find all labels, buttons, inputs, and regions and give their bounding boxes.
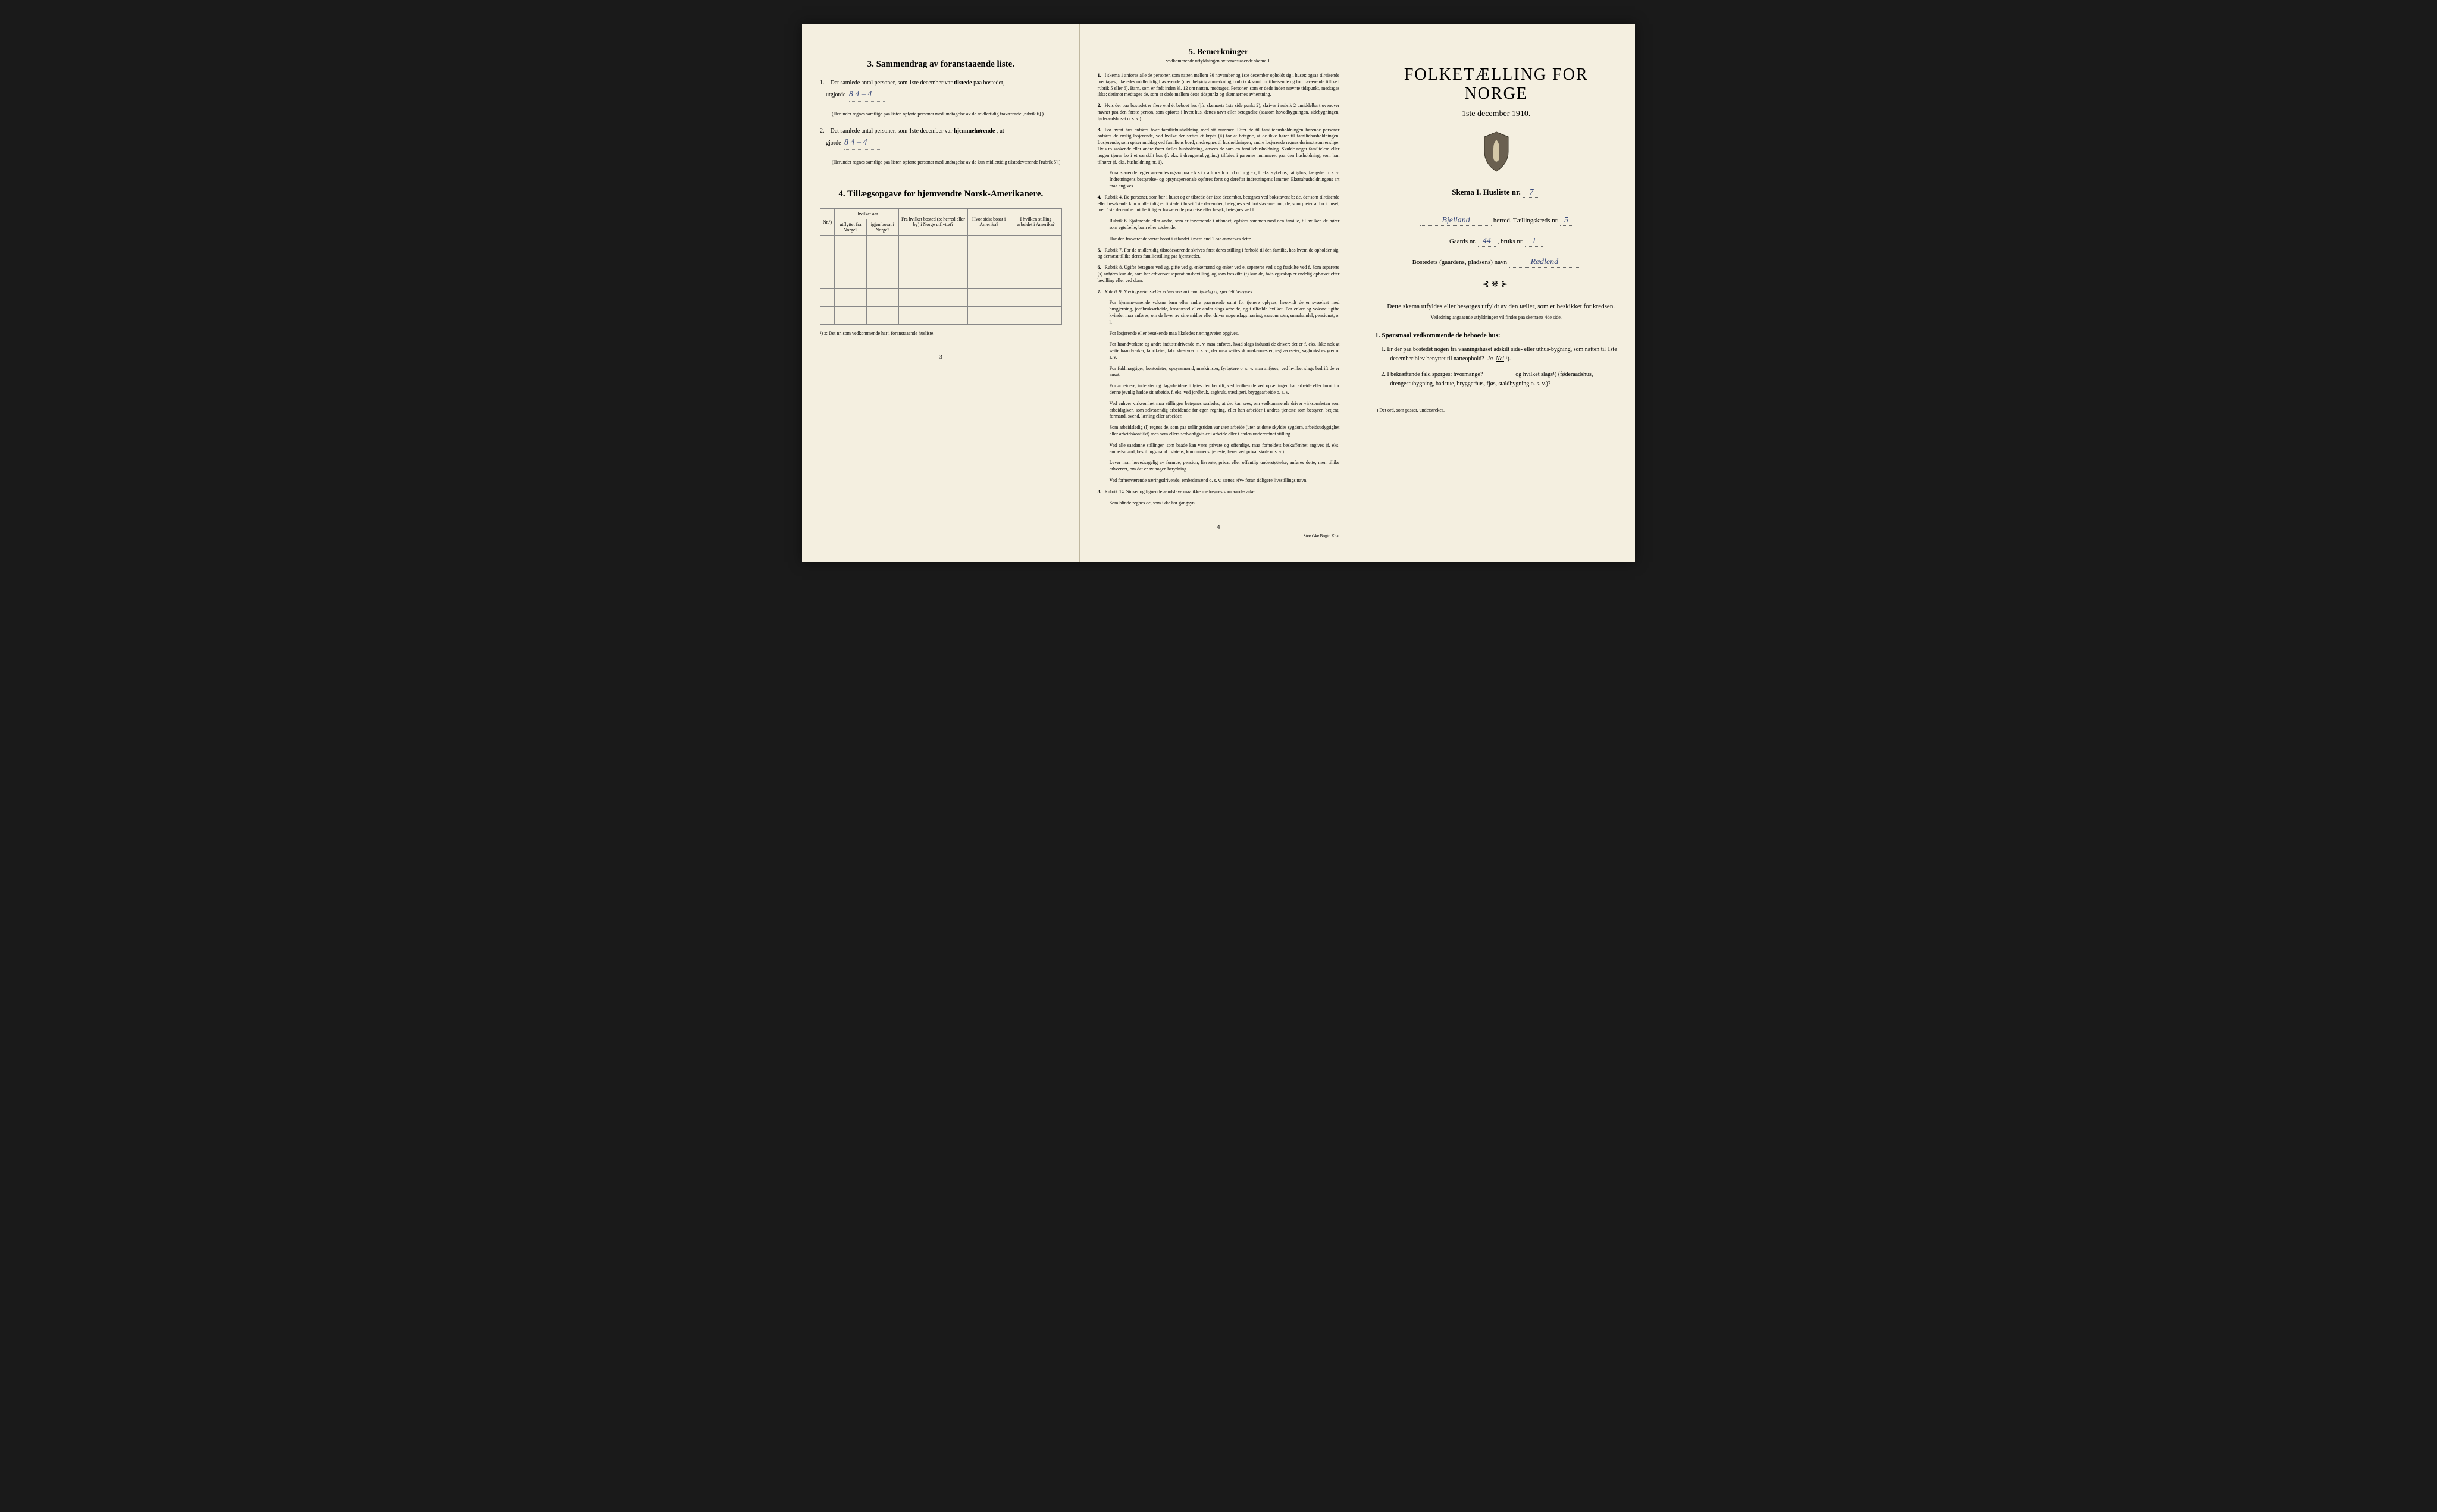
kreds-nr: 5 [1564, 216, 1568, 225]
gaards-label: Gaards nr. [1449, 238, 1476, 245]
amerikaner-table: Nr.¹) I hvilket aar Fra hvilket bosted (… [820, 208, 1062, 325]
main-title: FOLKETÆLLING FOR NORGE [1375, 65, 1617, 103]
herred-line: Bjelland herred. Tællingskreds nr. 5 [1375, 216, 1617, 226]
intro-text: Dette skema utfyldes eller besørges utfy… [1375, 302, 1617, 312]
col-igjen: igjen bosat i Norge? [866, 219, 898, 236]
intro-note: Veiledning angaaende utfyldningen vil fi… [1375, 315, 1617, 320]
publisher: Steen'ske Bogtr. Kr.a. [1098, 534, 1340, 538]
instruction-7e: For fuldmægtiger, kontorister, opsynsmæn… [1110, 366, 1340, 379]
col-fra-hvilket: Fra hvilket bosted (ɔ: herred eller by) … [898, 209, 967, 236]
col-hvor-sidst: Hvor sidst bosat i Amerika? [968, 209, 1010, 236]
instruction-3b: Foranstaaende regler anvendes ogsaa paa … [1110, 170, 1340, 189]
table-row [820, 236, 1062, 253]
item1-value: 8 4 – 4 [849, 90, 872, 99]
item2: 2. Det samlede antal personer, som 1ste … [820, 127, 1062, 150]
instruction-7f: For arbeidere, inderster og dagarbeidere… [1110, 383, 1340, 396]
bosted-label: Bostedets (gaardens, pladsens) navn [1412, 259, 1507, 266]
herred-value: Bjelland [1442, 216, 1470, 225]
item2-post: , ut- [997, 128, 1006, 134]
utgjorde2: gjorde [826, 140, 841, 146]
instruction-5: 5.Rubrik 7. For de midlertidig tilstedev… [1098, 247, 1340, 261]
item1-post: paa bostedet, [973, 80, 1004, 86]
instruction-7j: Lever man hovedsagelig av formue, pensio… [1110, 460, 1340, 473]
instruction-6: 6.Rubrik 8. Ugifte betegnes ved ug, gift… [1098, 265, 1340, 284]
col-utflyttet: utflyttet fra Norge? [835, 219, 867, 236]
gaards-nr: 44 [1483, 237, 1491, 246]
section5-title: 5. Bemerkninger [1098, 48, 1340, 57]
gaards-line: Gaards nr. 44 , bruks nr. 1 [1375, 237, 1617, 247]
item1: 1. Det samlede antal personer, som 1ste … [820, 79, 1062, 102]
panel-middle: 5. Bemerkninger vedkommende utfyldningen… [1080, 24, 1358, 562]
question-heading: 1. Spørsmaal vedkommende de beboede hus: [1375, 332, 1617, 339]
question-2: 2. I bekræftende fald spørges: hvormange… [1390, 370, 1617, 389]
item1-num: 1. [820, 79, 829, 88]
table-row [820, 289, 1062, 307]
item1-note: (Herunder regnes samtlige paa listen opf… [832, 111, 1062, 117]
page-number-4: 4 [1098, 524, 1340, 531]
section3-title: 3. Sammendrag av foranstaaende liste. [820, 59, 1062, 70]
instruction-7d: For haandverkere og andre industridriven… [1110, 341, 1340, 360]
table-row [820, 307, 1062, 325]
instruction-7b: For hjemmeværende voksne barn eller andr… [1110, 300, 1340, 325]
table-row [820, 253, 1062, 271]
table4-footnote: ¹) ɔ: Det nr. som vedkommende har i fora… [820, 331, 1062, 336]
panel3-footnote: ¹) Det ord, som passer, understrekes. [1375, 407, 1617, 413]
q1-ja: Ja [1487, 356, 1493, 362]
bruks-label: , bruks nr. [1498, 238, 1524, 245]
instruction-3a: 3.For hvert hus anføres hver familiehush… [1098, 127, 1340, 166]
item2-num: 2. [820, 127, 829, 136]
col-stilling: I hvilken stilling arbeidet i Amerika? [1010, 209, 1061, 236]
instruction-7c: For losjerende eller besøkende maa likel… [1110, 331, 1340, 337]
item2-value: 8 4 – 4 [844, 138, 867, 147]
skema-line: Skema I. Husliste nr. 7 [1375, 187, 1617, 198]
instruction-4b: Rubrik 6. Sjøfarende eller andre, som er… [1110, 218, 1340, 231]
instruction-2: 2.Hvis der paa bostedet er flere end ét … [1098, 103, 1340, 122]
item1-bold: tilstede [954, 80, 972, 86]
census-document: 3. Sammendrag av foranstaaende liste. 1.… [802, 24, 1635, 562]
panel-right: FOLKETÆLLING FOR NORGE 1ste december 191… [1357, 24, 1635, 562]
item2-bold: hjemmehørende [954, 128, 995, 134]
bosted-line: Bostedets (gaardens, pladsens) navn Rødl… [1375, 258, 1617, 268]
section4-title: 4. Tillægsopgave for hjemvendte Norsk-Am… [820, 189, 1062, 199]
item2-note: (Herunder regnes samtlige paa listen opf… [832, 159, 1062, 165]
utgjorde1: utgjorde [826, 92, 845, 98]
instruction-4: 4.Rubrik 4. De personer, som bor i huset… [1098, 195, 1340, 214]
skema-nr: 7 [1530, 188, 1534, 197]
ornament-icon: ⊰❋⊱ [1375, 280, 1617, 290]
instruction-1: 1.I skema 1 anføres alle de personer, so… [1098, 73, 1340, 98]
herred-label: herred. Tællingskreds nr. [1493, 217, 1559, 224]
instruction-7a: 7.Rubrik 9. Næringsveiens eller erhverve… [1098, 289, 1340, 296]
census-date: 1ste december 1910. [1375, 109, 1617, 119]
instruction-7i: Ved alle saadanne stillinger, som baade … [1110, 443, 1340, 456]
instruction-8b: Som blinde regnes de, som ikke har gangs… [1110, 500, 1340, 507]
col-nr: Nr.¹) [820, 209, 835, 236]
instruction-7h: Som arbeidsledig (l) regnes de, som paa … [1110, 425, 1340, 438]
instruction-7g: Ved enhver virksomhet maa stillingen bet… [1110, 401, 1340, 420]
q1-nei: Nei [1496, 356, 1504, 362]
bosted-value: Rødlend [1530, 258, 1558, 266]
panel-left: 3. Sammendrag av foranstaaende liste. 1.… [802, 24, 1080, 562]
page-number-3: 3 [820, 354, 1062, 360]
coat-of-arms-icon [1375, 131, 1617, 175]
bruks-nr: 1 [1532, 237, 1536, 246]
q1-sup: ¹). [1505, 356, 1511, 362]
item2-pre: Det samlede antal personer, som 1ste dec… [831, 128, 953, 134]
skema-label: Skema I. Husliste nr. [1452, 187, 1520, 196]
instruction-8: 8.Rubrik 14. Sinker og lignende aandslav… [1098, 489, 1340, 495]
col-hvilket-aar: I hvilket aar [835, 209, 899, 219]
instruction-4c: Har den fraværende været bosat i utlande… [1110, 236, 1340, 243]
item1-pre: Det samlede antal personer, som 1ste dec… [831, 80, 953, 86]
section5-subtitle: vedkommende utfyldningen av foranstaaend… [1098, 58, 1340, 64]
instruction-7k: Ved forhenværende næringsdrivende, embed… [1110, 478, 1340, 484]
question-1: 1. Er der paa bostedet nogen fra vaaning… [1390, 345, 1617, 364]
table-row [820, 271, 1062, 289]
